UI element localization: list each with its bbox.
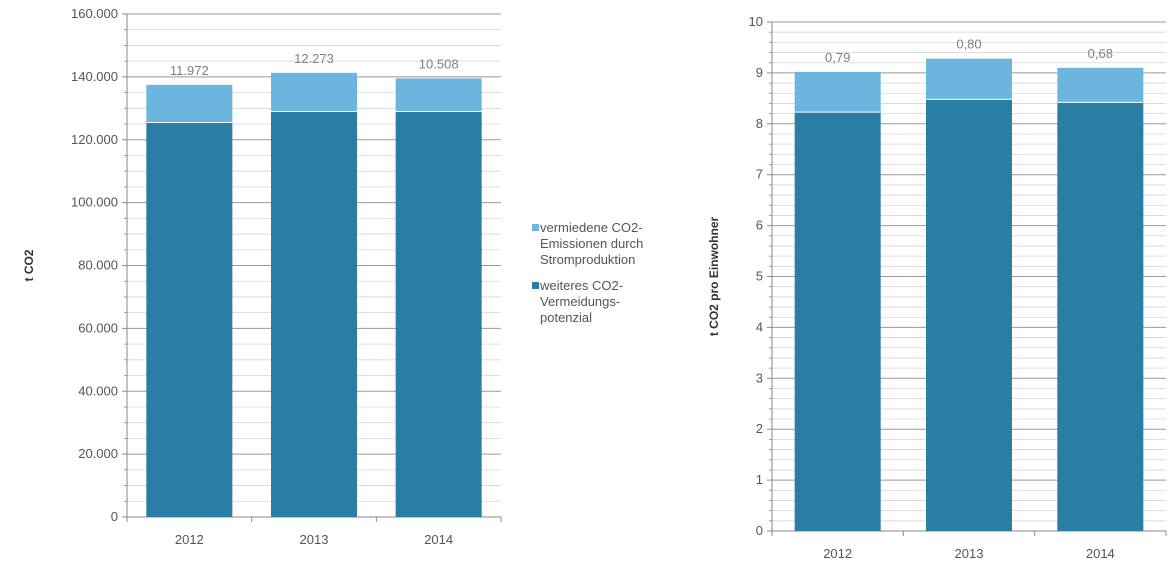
legend: vermiedene CO2- Emissionen durch Strompr… (532, 220, 682, 336)
c1-bar-potential-2012 (794, 112, 881, 531)
legend-label-potential-line1: weiteres CO2- (540, 278, 624, 293)
c1-data-label-2014: 0,68 (1088, 46, 1113, 61)
c1-y-tick-label: 7 (756, 167, 763, 182)
c0-data-label-2013: 12.273 (294, 51, 334, 66)
legend-swatch-potential (532, 282, 539, 289)
c0-data-label-2012: 11.972 (170, 63, 209, 78)
c1-x-tick-label-2014: 2014 (1086, 546, 1115, 561)
c0-y-tick-label: 60.000 (78, 320, 118, 335)
c1-bar-avoided-2013 (926, 58, 1012, 100)
legend-swatch-avoided (532, 224, 539, 231)
legend-label-avoided-line2: Emissionen durch (540, 236, 644, 251)
legend-label-potential-line2: Vermeidungs- (540, 294, 621, 309)
c1-y-tick-label: 4 (756, 319, 763, 334)
legend-item-potential: weiteres CO2- Vermeidungs- potenzial (532, 278, 682, 326)
legend-label-avoided-line3: Stromproduktion (540, 252, 636, 267)
c0-bar-potential-2014 (395, 111, 482, 518)
c1-y-tick-label: 10 (749, 14, 763, 29)
c0-x-tick-label-2012: 2012 (175, 532, 204, 547)
c0-data-label-2014: 10.508 (419, 56, 459, 71)
c0-bar-potential-2012 (146, 122, 233, 517)
c1-y-tick-label: 6 (756, 218, 763, 233)
c0-y-tick-label: 0 (111, 509, 118, 524)
c0-y-tick-label: 100.000 (71, 195, 118, 210)
c1-bar-avoided-2012 (794, 71, 881, 113)
c1-y-tick-label: 8 (756, 116, 763, 131)
legend-label-avoided-line1: vermiedene CO2- (540, 220, 643, 235)
c1-y-tick-label: 3 (756, 370, 763, 385)
c1-y-tick-label: 0 (756, 523, 763, 538)
c0-y-axis-title: t CO2 (22, 249, 36, 281)
c0-y-tick-label: 20.000 (78, 446, 118, 461)
c0-y-tick-label: 120.000 (71, 132, 118, 147)
c1-data-label-2013: 0,80 (956, 37, 981, 52)
c1-x-tick-label-2012: 2012 (823, 546, 852, 561)
c1-bar-potential-2014 (1057, 102, 1144, 531)
c0-bar-avoided-2013 (271, 72, 357, 112)
c0-y-tick-label: 80.000 (78, 258, 118, 273)
c1-y-tick-label: 5 (756, 269, 763, 284)
c0-x-tick-label-2014: 2014 (424, 532, 453, 547)
legend-label-potential-line3: potenzial (540, 310, 593, 325)
c1-x-tick-label-2013: 2013 (955, 546, 984, 561)
c1-data-label-2012: 0,79 (825, 50, 850, 65)
c1-bar-avoided-2014 (1057, 67, 1144, 103)
c1-y-tick-label: 1 (756, 472, 763, 487)
c0-x-tick-label-2013: 2013 (300, 532, 329, 547)
c1-y-axis-title: t CO2 pro Einwohner (707, 217, 721, 337)
c1-y-tick-label: 2 (756, 421, 763, 436)
c0-y-tick-label: 160.000 (71, 6, 118, 21)
legend-item-avoided: vermiedene CO2- Emissionen durch Strompr… (532, 220, 682, 268)
c0-y-tick-label: 40.000 (78, 383, 118, 398)
c0-bar-avoided-2012 (146, 84, 233, 123)
c1-bar-potential-2013 (926, 99, 1012, 532)
c0-y-tick-label: 140.000 (71, 69, 118, 84)
c0-bar-potential-2013 (271, 111, 357, 518)
c1-y-tick-label: 9 (756, 65, 763, 80)
c0-bar-avoided-2014 (395, 78, 482, 112)
